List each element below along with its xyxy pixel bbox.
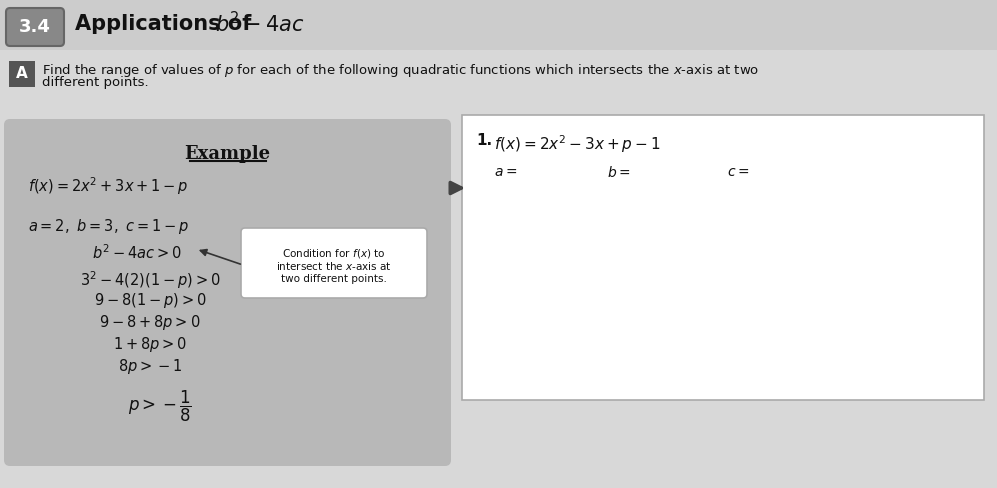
Text: $c =$: $c =$	[727, 165, 750, 179]
Text: $9 - 8(1 - p) > 0$: $9 - 8(1 - p) > 0$	[94, 291, 206, 310]
FancyBboxPatch shape	[9, 61, 35, 87]
FancyBboxPatch shape	[241, 228, 427, 298]
Text: $1 + 8p > 0$: $1 + 8p > 0$	[113, 335, 187, 354]
FancyBboxPatch shape	[0, 0, 997, 50]
FancyBboxPatch shape	[462, 115, 984, 400]
FancyBboxPatch shape	[6, 8, 64, 46]
Text: two different points.: two different points.	[281, 274, 387, 284]
Text: $f(x) = 2x^2 - 3x + p - 1$: $f(x) = 2x^2 - 3x + p - 1$	[494, 133, 661, 155]
Text: $b^2 - 4ac$: $b^2 - 4ac$	[215, 11, 304, 37]
Text: Find the range of values of $p$ for each of the following quadratic functions wh: Find the range of values of $p$ for each…	[42, 62, 760, 79]
Text: $p > -\dfrac{1}{8}$: $p > -\dfrac{1}{8}$	[128, 389, 192, 424]
Text: $a = 2,\ b = 3,\ c = 1 - p$: $a = 2,\ b = 3,\ c = 1 - p$	[28, 217, 189, 236]
Text: Applications of: Applications of	[75, 14, 258, 34]
Text: A: A	[16, 66, 28, 81]
Text: $f(x) = 2x^2 + 3x + 1 - p$: $f(x) = 2x^2 + 3x + 1 - p$	[28, 175, 188, 197]
Text: different points.: different points.	[42, 76, 149, 89]
Text: Example: Example	[184, 145, 270, 163]
Text: intersect the $x$-axis at: intersect the $x$-axis at	[276, 260, 392, 272]
Text: $a =$: $a =$	[494, 165, 517, 179]
Text: 3.4: 3.4	[19, 18, 51, 36]
Text: 1.: 1.	[476, 133, 493, 148]
Text: $b^2 - 4ac > 0$: $b^2 - 4ac > 0$	[92, 243, 182, 262]
Text: $3^2 - 4(2)(1 - p) > 0$: $3^2 - 4(2)(1 - p) > 0$	[80, 269, 220, 291]
Text: $8p > -1$: $8p > -1$	[118, 357, 182, 376]
Text: $9 - 8 + 8p > 0$: $9 - 8 + 8p > 0$	[100, 313, 200, 332]
FancyBboxPatch shape	[4, 119, 451, 466]
Text: Condition for $f(x)$ to: Condition for $f(x)$ to	[282, 246, 386, 260]
Text: $b =$: $b =$	[607, 165, 631, 180]
